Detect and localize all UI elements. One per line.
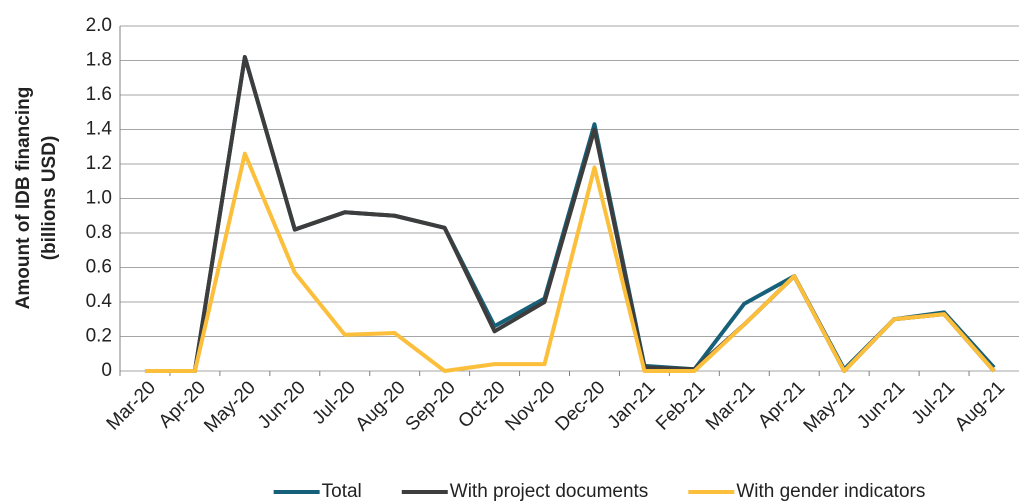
x-tick-label: Dec-20 xyxy=(551,377,609,435)
y-tick-label: 1.0 xyxy=(86,188,112,209)
x-tick-label: Sep-20 xyxy=(402,377,460,435)
y-axis-title: Amount of IDB financing xyxy=(13,87,34,310)
x-tick-label: Aug-21 xyxy=(951,377,1009,435)
y-tick-label: 1.6 xyxy=(86,84,112,105)
y-tick-label: 0.2 xyxy=(86,326,112,347)
x-tick-label: Aug-20 xyxy=(352,377,410,435)
y-tick-label: 1.8 xyxy=(86,50,112,71)
x-tick-label: Nov-20 xyxy=(501,377,559,435)
y-tick-label: 0.6 xyxy=(86,257,112,278)
x-tick-label: Oct-20 xyxy=(454,377,509,432)
y-tick-label: 1.4 xyxy=(86,119,113,140)
legend-label: With project documents xyxy=(450,481,649,502)
y-axis-title: (billions USD) xyxy=(39,136,60,261)
series-line xyxy=(144,151,996,373)
x-tick-label: May-20 xyxy=(200,377,260,437)
x-tick-label: Mar-20 xyxy=(103,377,160,434)
legend-label: With gender indicators xyxy=(736,481,925,502)
y-tick-label: 0 xyxy=(101,360,112,381)
x-tick-label: May-21 xyxy=(800,377,860,437)
x-tick-label: Jan-21 xyxy=(604,377,660,433)
y-tick-label: 2.0 xyxy=(86,15,112,36)
x-tick-label: Jun-20 xyxy=(254,377,310,433)
legend-label: Total xyxy=(322,481,362,502)
x-tick-label: Mar-21 xyxy=(702,377,759,434)
y-tick-label: 0.8 xyxy=(86,222,112,243)
x-tick-label: Feb-21 xyxy=(652,377,709,434)
y-tick-label: 0.4 xyxy=(86,291,113,312)
x-tick-label: Jun-21 xyxy=(853,377,909,433)
y-tick-label: 1.2 xyxy=(86,153,112,174)
